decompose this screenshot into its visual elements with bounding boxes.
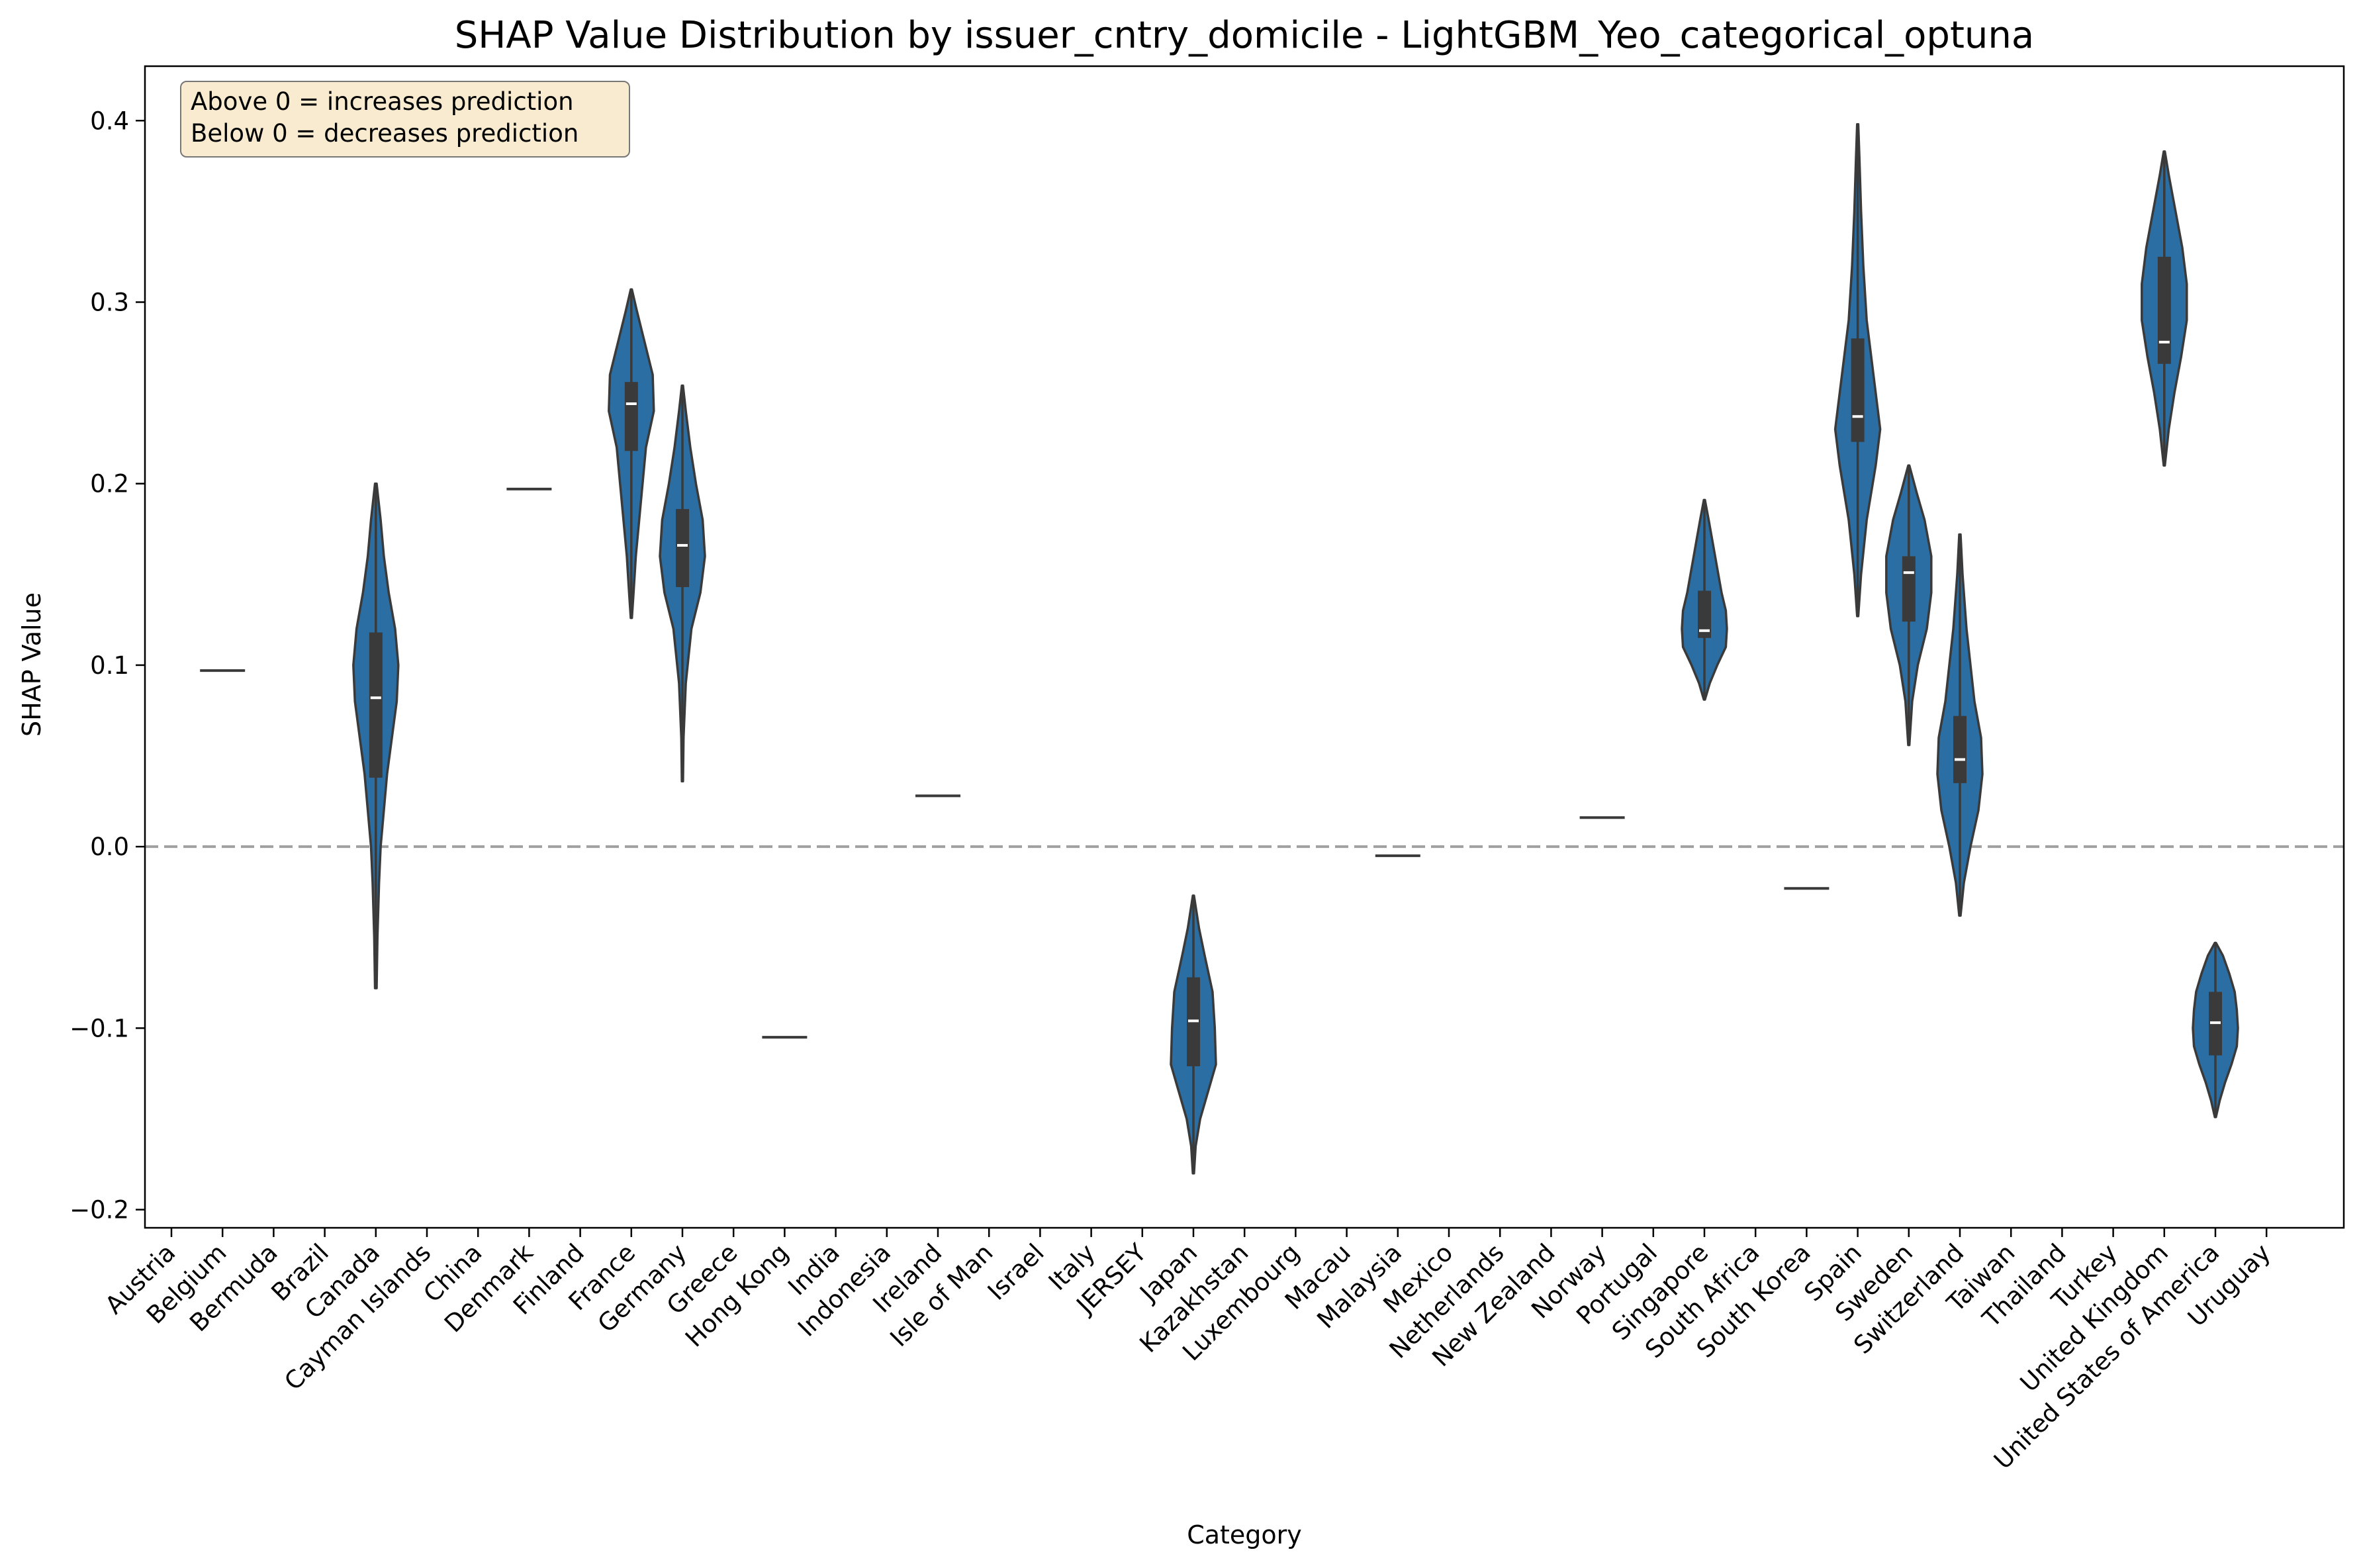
y-axis-ticks: −0.2 −0.1 0.0 0.1 0.2 0.3 0.4 xyxy=(70,107,145,1224)
violin-iqr-box xyxy=(1851,338,1865,442)
annotation-line-positive: Above 0 = increases prediction xyxy=(191,87,574,116)
violin-iqr-box xyxy=(1953,715,1967,784)
y-tick-label: −0.1 xyxy=(70,1014,129,1042)
x-tick-label: Israel xyxy=(982,1238,1050,1306)
annotation-line-negative: Below 0 = decreases prediction xyxy=(191,119,579,148)
violin-iqr-box xyxy=(624,382,638,451)
violin-iqr-box xyxy=(369,632,383,778)
y-axis-label: SHAP Value xyxy=(17,592,46,737)
violin-iqr-box xyxy=(676,509,689,588)
violin-layer xyxy=(200,123,2239,1175)
violin-iqr-box xyxy=(1902,556,1916,622)
violin-iqr-box xyxy=(2157,256,2171,364)
y-tick-label: 0.1 xyxy=(90,651,129,680)
chart-title: SHAP Value Distribution by issuer_cntry_… xyxy=(455,14,2034,57)
violin-iqr-box xyxy=(1698,590,1711,638)
y-tick-label: 0.4 xyxy=(90,107,129,135)
y-tick-label: 0.0 xyxy=(90,833,129,861)
annotation-box: Above 0 = increases prediction Below 0 =… xyxy=(180,81,630,158)
x-axis-ticks: AustriaBelgiumBermudaBrazilCanadaCayman … xyxy=(100,1228,2276,1475)
x-axis-label: Category xyxy=(1187,1520,1302,1549)
y-tick-label: −0.2 xyxy=(70,1196,129,1224)
y-tick-label: 0.3 xyxy=(90,288,129,316)
y-tick-label: 0.2 xyxy=(90,470,129,498)
plot-frame xyxy=(144,65,2345,1229)
